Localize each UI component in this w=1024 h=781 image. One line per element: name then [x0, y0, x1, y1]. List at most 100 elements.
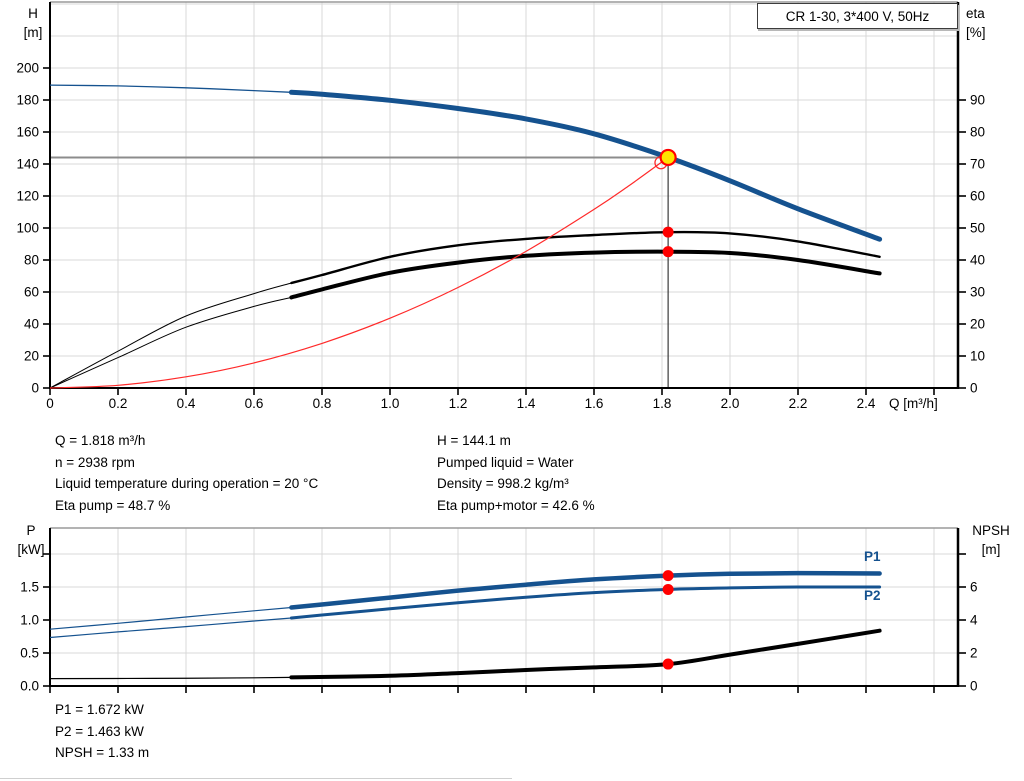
annotation-pumped-liquid: Pumped liquid = Water	[437, 454, 574, 470]
p1-curve	[49, 570, 882, 630]
right-tick-label: 50	[970, 221, 985, 236]
right-tick-label: 2	[970, 646, 978, 661]
annotation-p2: P2 = 1.463 kW	[55, 723, 144, 739]
left-tick-label: 200	[16, 61, 39, 76]
eta-axis-title: eta [%]	[966, 4, 1018, 42]
p2-curve	[49, 585, 882, 639]
duty-value-dot	[662, 570, 674, 582]
left-tick-label: 0.5	[20, 646, 39, 661]
eta-axis-title-line2: [%]	[966, 25, 986, 40]
left-tick-label: 80	[24, 253, 39, 268]
p2-curve-thin	[49, 617, 292, 639]
annotation-speed: n = 2938 rpm	[55, 454, 135, 470]
right-tick-label: 80	[970, 125, 985, 140]
left-tick-label: 160	[16, 125, 39, 140]
right-tick-label: 60	[970, 189, 985, 204]
power-info-block: P1 = 1.672 kW P2 = 1.463 kW NPSH = 1.33 …	[55, 699, 149, 764]
head-curve-thick	[288, 89, 883, 242]
left-tick-label: 180	[16, 93, 39, 108]
left-tick-label: 60	[24, 285, 39, 300]
p2-curve-label: P2	[864, 588, 881, 603]
eta-pump-curve-thin	[49, 282, 292, 389]
x-tick-label: 1.0	[381, 396, 400, 411]
duty-value-dot	[662, 658, 674, 670]
x-axis-label: Q [m³/h]	[889, 396, 938, 411]
x-tick-label: 1.8	[653, 396, 672, 411]
eta-axis-title-line1: eta	[966, 6, 985, 21]
annotation-npsh: NPSH = 1.33 m	[55, 745, 150, 760]
left-tick-label: 1.0	[20, 613, 39, 628]
x-tick-label: 0.4	[177, 396, 196, 411]
right-tick-label: 20	[970, 317, 985, 332]
x-tick-label: 1.6	[585, 396, 604, 411]
left-tick-label: 40	[24, 317, 39, 332]
annotation-density: Density = 998.2 kg/m³	[437, 476, 569, 491]
duty-point-marker[interactable]	[659, 148, 677, 167]
x-tick-label: 0	[46, 396, 54, 411]
system-curve	[49, 156, 669, 389]
duty-info-right-block: H = 144.1 m Pumped liquid = Water Densit…	[437, 430, 595, 516]
x-tick-label: 2.0	[721, 396, 740, 411]
eta-pump-motor-curve-thin	[49, 296, 292, 389]
x-tick-label: 2.2	[789, 396, 808, 411]
bottom-divider	[0, 778, 512, 779]
x-tick-label: 2.4	[857, 396, 876, 411]
p-axis-title: P [kW]	[10, 521, 52, 559]
right-tick-label: 40	[970, 253, 985, 268]
duty-value-dot	[662, 246, 674, 258]
eta-pump-motor-curve-thick	[289, 249, 882, 300]
x-tick-label: 0.2	[109, 396, 128, 411]
x-tick-label: 0.8	[313, 396, 332, 411]
x-tick-label: 0.6	[245, 396, 264, 411]
chart-title-box: CR 1-30, 3*400 V, 50Hz	[757, 3, 958, 29]
p1-curve-thick	[289, 570, 882, 610]
eta-pump-motor-curve	[49, 249, 882, 389]
npsh-axis-title-line2: [m]	[981, 542, 1001, 557]
p2-curve-thick	[289, 585, 882, 620]
p-axis-title-line1: P	[26, 523, 36, 538]
npsh-axis-title: NPSH [m]	[963, 521, 1019, 559]
p-axis-title-line2: [kW]	[17, 542, 45, 557]
x-tick-label: 1.2	[449, 396, 468, 411]
right-tick-label: 90	[970, 93, 985, 108]
right-tick-label: 70	[970, 157, 985, 172]
duty-value-dot	[662, 226, 674, 238]
duty-info-left-block: Q = 1.818 m³/h n = 2938 rpm Liquid tempe…	[55, 430, 318, 516]
annotation-liquid-temperature: Liquid temperature during operation = 20…	[55, 476, 319, 491]
right-tick-label: 0	[970, 381, 978, 396]
annotation-flow: Q = 1.818 m³/h	[55, 433, 146, 448]
annotation-eta-pump: Eta pump = 48.7 %	[55, 497, 171, 513]
annotation-head: H = 144.1 m	[437, 433, 511, 448]
left-tick-label: 100	[16, 221, 39, 236]
left-tick-label: 1.5	[20, 580, 39, 595]
duty-value-dot	[662, 583, 674, 595]
chart-qh-eta: 0 20 40 60 80 100 120 140 160 180 200 0 10 20 30 40 50 60…	[16, 1, 985, 411]
chart-power-npsh: 0.0 0.5 1.0 1.5 0 2 4 6	[20, 527, 978, 694]
head-curve-thin	[49, 84, 292, 93]
h-axis-title: H [m]	[13, 4, 53, 42]
p1-curve-thin	[49, 606, 292, 630]
head-curve	[49, 84, 883, 242]
npsh-curve-thin	[49, 676, 292, 680]
npsh-curve	[49, 628, 882, 680]
system-curve-path	[49, 156, 669, 389]
npsh-axis-title-line1: NPSH	[972, 523, 1010, 538]
x-tick-label: 1.4	[517, 396, 536, 411]
chart-title-text: CR 1-30, 3*400 V, 50Hz	[785, 8, 930, 24]
left-tick-label: 120	[16, 189, 39, 204]
left-tick-label: 0.0	[20, 679, 39, 694]
left-tick-label: 140	[16, 157, 39, 172]
right-tick-label: 30	[970, 285, 985, 300]
right-tick-label: 4	[970, 613, 978, 628]
right-tick-label: 0	[970, 679, 978, 694]
right-tick-label: 6	[970, 580, 978, 595]
right-tick-label: 10	[970, 349, 985, 364]
eta-pump-curve	[49, 230, 881, 389]
h-axis-title-line1: H	[28, 6, 38, 21]
left-tick-label: 0	[31, 381, 39, 396]
left-tick-label: 20	[24, 349, 39, 364]
eta-pump-curve-thick	[290, 230, 881, 285]
npsh-curve-thick	[289, 628, 882, 680]
